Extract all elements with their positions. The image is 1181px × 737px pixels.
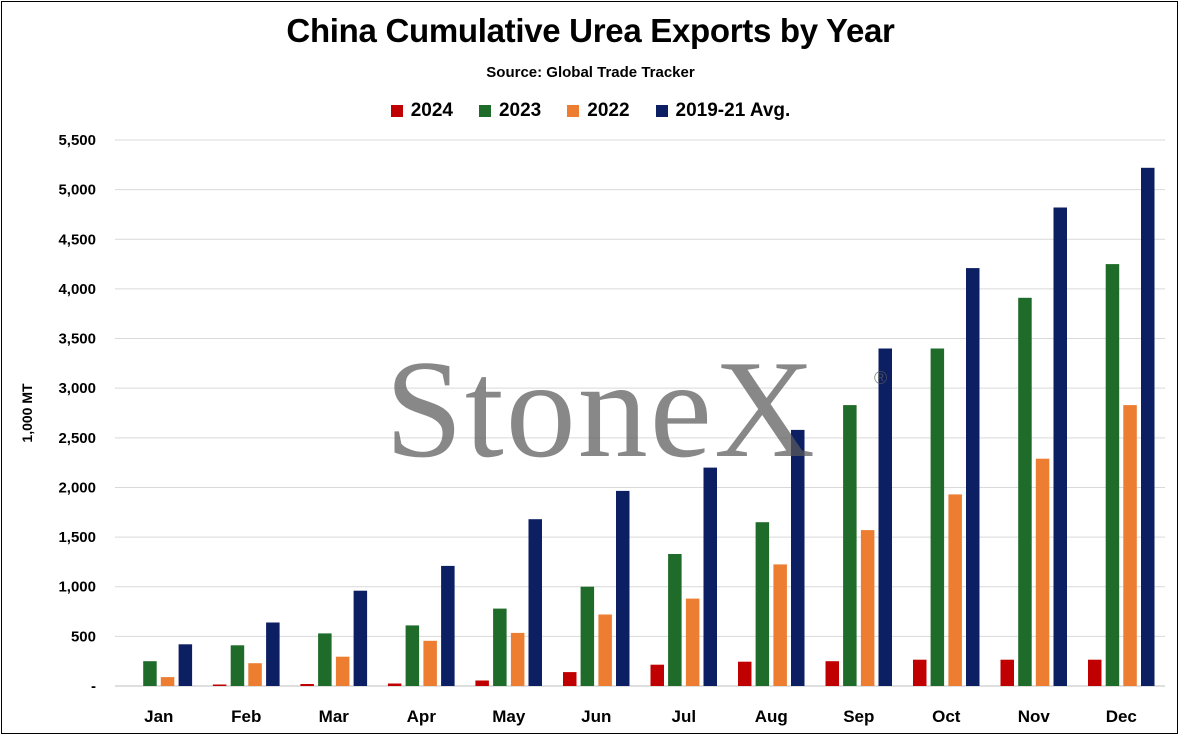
bar-2024-jul bbox=[650, 664, 664, 686]
chart-title: China Cumulative Urea Exports by Year bbox=[286, 12, 895, 49]
x-tick-label: Oct bbox=[932, 707, 961, 726]
bar-2024-dec bbox=[1088, 659, 1102, 686]
bar-2023-sep bbox=[843, 405, 857, 686]
legend-swatch-2019-21-avg bbox=[655, 105, 668, 117]
bar-2019-21-avg-apr bbox=[441, 565, 455, 686]
bar-2022-dec bbox=[1123, 405, 1137, 686]
bar-2022-feb bbox=[248, 663, 262, 686]
bar-2023-jun bbox=[580, 586, 595, 686]
y-tick-label: 1,500 bbox=[58, 529, 96, 546]
y-axis-label: 1,000 MT bbox=[19, 383, 35, 443]
legend-item-2023: 2023 bbox=[478, 100, 542, 122]
bar-2023-aug bbox=[755, 522, 770, 686]
y-tick-label: 500 bbox=[71, 628, 96, 645]
x-tick-label: Jul bbox=[672, 707, 697, 726]
legend-item-2022: 2022 bbox=[567, 100, 630, 122]
bar-2024-apr bbox=[387, 683, 402, 686]
bar-2023-may bbox=[493, 608, 507, 686]
bar-2019-21-avg-nov bbox=[1053, 207, 1067, 686]
y-tick-label: 3,000 bbox=[58, 380, 96, 397]
bar-2023-dec bbox=[1105, 264, 1120, 686]
bar-2024-oct bbox=[913, 659, 927, 686]
bar-2019-21-avg-jan bbox=[178, 644, 193, 686]
bar-2024-feb bbox=[212, 684, 227, 686]
legend-swatch-2024 bbox=[390, 105, 403, 117]
chart-legend: 2024 2023 2022 2019-21 Avg. bbox=[0, 100, 1181, 122]
bar-2023-oct bbox=[930, 348, 945, 686]
legend-label-2022: 2022 bbox=[587, 100, 630, 121]
bar-2019-21-avg-sep bbox=[878, 348, 892, 686]
bar-2022-mar bbox=[335, 656, 350, 686]
bar-2023-feb bbox=[230, 645, 245, 686]
y-tick-label: 2,500 bbox=[58, 430, 96, 447]
y-axis-ticks: - 500 1,000 1,500 2,000 2,500 3,000 3,500 4,000 4… bbox=[58, 132, 96, 695]
bar-2019-21-avg-jun bbox=[616, 490, 630, 686]
bar-2022-sep bbox=[860, 530, 875, 686]
x-tick-label: Mar bbox=[319, 707, 350, 726]
x-tick-label: Dec bbox=[1106, 707, 1137, 726]
x-tick-label: Sep bbox=[843, 707, 874, 726]
bar-2022-nov bbox=[1035, 458, 1050, 686]
x-tick-label: Feb bbox=[231, 707, 261, 726]
x-tick-label: Jun bbox=[581, 707, 611, 726]
bars bbox=[143, 167, 1155, 687]
bar-2023-mar bbox=[318, 633, 332, 686]
legend-item-2024: 2024 bbox=[390, 100, 453, 122]
x-tick-label: Nov bbox=[1018, 707, 1051, 726]
bar-2022-jan bbox=[160, 677, 175, 686]
x-tick-label: May bbox=[492, 707, 526, 726]
y-tick-label: 2,000 bbox=[58, 479, 96, 496]
y-tick-label: - bbox=[91, 678, 96, 695]
legend-label-2023: 2023 bbox=[498, 100, 542, 121]
y-tick-label: 5,000 bbox=[58, 182, 96, 199]
legend-label-2024: 2024 bbox=[410, 100, 453, 121]
bar-2023-nov bbox=[1018, 297, 1032, 686]
y-tick-label: 3,500 bbox=[58, 331, 96, 348]
bar-2022-jun bbox=[598, 614, 612, 686]
bar-2023-apr bbox=[405, 625, 420, 686]
y-tick-label: 4,000 bbox=[58, 281, 96, 298]
bar-2019-21-avg-may bbox=[528, 519, 542, 686]
bar-2019-21-avg-jul bbox=[703, 467, 717, 686]
y-tick-label: 4,500 bbox=[58, 231, 96, 248]
stonex-registered-mark: ® bbox=[874, 368, 888, 388]
legend-swatch-2023 bbox=[478, 105, 491, 117]
bar-2022-jul bbox=[685, 598, 700, 686]
y-tick-label: 1,000 bbox=[58, 579, 96, 596]
x-tick-label: Aug bbox=[755, 707, 788, 726]
bar-2024-sep bbox=[825, 661, 839, 686]
bar-2019-21-avg-feb bbox=[266, 622, 280, 686]
bar-2019-21-avg-dec bbox=[1141, 167, 1155, 687]
chart-subtitle: Source: Global Trade Tracker bbox=[486, 64, 695, 81]
bar-2019-21-avg-oct bbox=[966, 268, 980, 686]
bar-2024-may bbox=[475, 680, 489, 686]
bar-2024-mar bbox=[300, 684, 314, 686]
gridlines bbox=[115, 139, 1165, 687]
bar-2022-may bbox=[510, 632, 525, 686]
legend-label-2019-21-avg: 2019-21 Avg. bbox=[675, 100, 791, 121]
bar-2019-21-avg-aug bbox=[791, 429, 805, 686]
legend-item-2019-21-avg: 2019-21 Avg. bbox=[655, 100, 791, 122]
bar-2019-21-avg-mar bbox=[353, 590, 368, 686]
bar-2024-nov bbox=[1000, 659, 1014, 686]
bar-2024-jun bbox=[563, 672, 577, 686]
bar-2024-aug bbox=[738, 661, 752, 686]
stonex-watermark: StoneX bbox=[385, 332, 817, 487]
bar-2023-jul bbox=[668, 554, 682, 686]
x-tick-label: Apr bbox=[407, 707, 437, 726]
x-axis-ticks: Jan Feb Mar Apr May Jun Jul Aug Sep Oct Nov Dec bbox=[144, 707, 1137, 726]
bar-2022-oct bbox=[948, 494, 962, 686]
x-tick-label: Jan bbox=[144, 707, 173, 726]
bar-2022-aug bbox=[773, 564, 787, 686]
bar-2023-jan bbox=[143, 661, 157, 686]
y-tick-label: 5,500 bbox=[58, 132, 96, 149]
bar-2022-apr bbox=[423, 640, 437, 686]
legend-swatch-2022 bbox=[567, 105, 580, 117]
